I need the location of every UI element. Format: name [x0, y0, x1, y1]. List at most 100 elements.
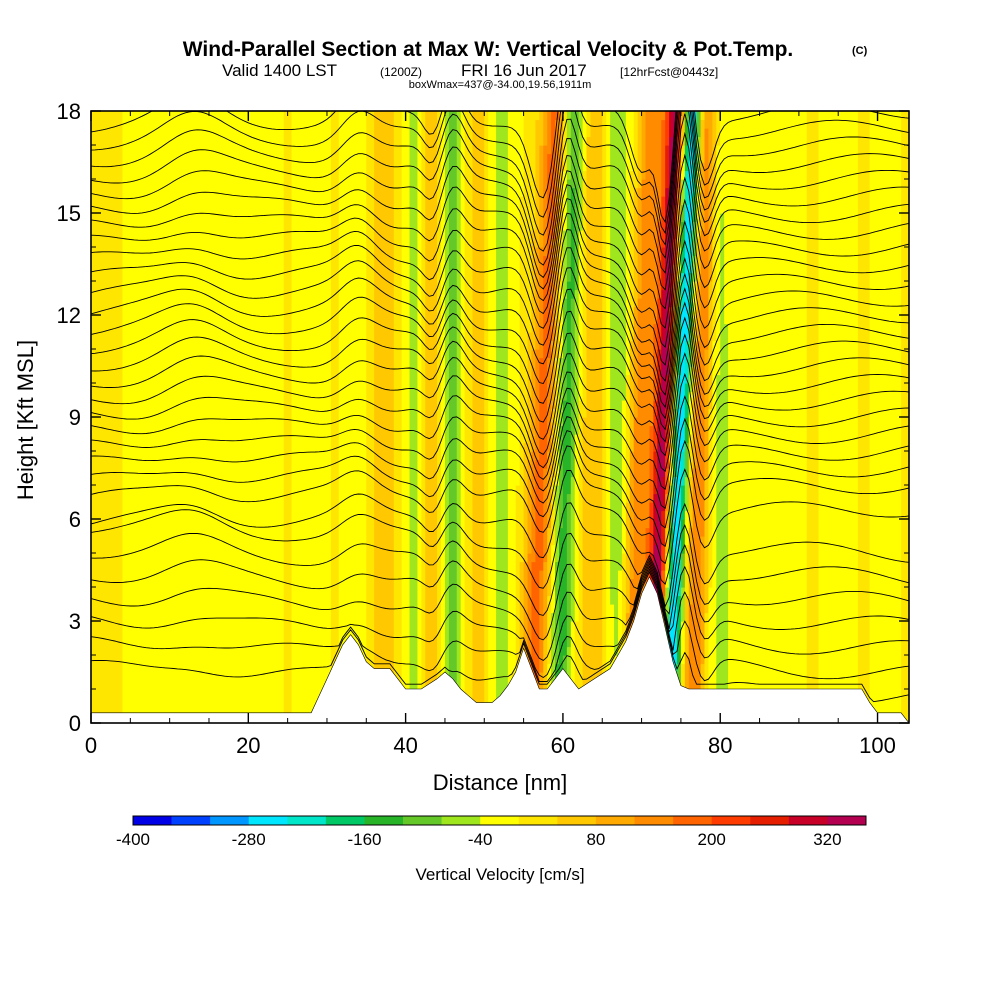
- velocity-cell: [633, 425, 651, 435]
- velocity-cell: [535, 493, 544, 503]
- velocity-cell: [409, 298, 419, 308]
- velocity-cell: [401, 561, 411, 571]
- velocity-cell: [653, 561, 662, 571]
- velocity-cell: [91, 145, 124, 155]
- velocity-cell: [409, 374, 419, 384]
- velocity-cell: [857, 204, 871, 214]
- velocity-cell: [724, 281, 808, 291]
- velocity-cell: [818, 281, 859, 291]
- velocity-cell: [578, 587, 584, 597]
- velocity-cell: [590, 119, 603, 129]
- velocity-cell: [523, 629, 529, 639]
- velocity-cell: [562, 255, 568, 265]
- velocity-cell: [857, 179, 871, 189]
- velocity-cell: [728, 502, 808, 512]
- velocity-cell: [441, 442, 446, 452]
- velocity-cell: [637, 136, 643, 146]
- velocity-cell: [684, 655, 690, 665]
- velocity-cell: [539, 111, 544, 121]
- velocity-cell: [366, 510, 375, 520]
- velocity-cell: [425, 196, 438, 206]
- velocity-cell: [696, 357, 706, 367]
- velocity-cell: [653, 408, 658, 418]
- velocity-cell: [562, 238, 568, 248]
- velocity-cell: [488, 672, 497, 682]
- velocity-cell: [684, 646, 690, 656]
- velocity-cell: [496, 281, 509, 291]
- velocity-cell: [421, 638, 426, 648]
- velocity-cell: [456, 306, 462, 316]
- velocity-cell: [610, 493, 623, 503]
- velocity-cell: [700, 145, 706, 155]
- velocity-cell: [574, 332, 580, 342]
- velocity-cell: [393, 663, 403, 673]
- velocity-cell: [91, 434, 124, 444]
- velocity-cell: [901, 629, 909, 639]
- velocity-cell: [374, 391, 395, 401]
- velocity-cell: [641, 187, 662, 197]
- velocity-cell: [586, 340, 603, 350]
- velocity-cell: [488, 204, 497, 214]
- velocity-cell: [688, 425, 694, 435]
- velocity-cell: [460, 264, 466, 274]
- velocity-cell: [574, 391, 580, 401]
- velocity-cell: [716, 111, 721, 121]
- velocity-cell: [519, 289, 533, 299]
- velocity-cell: [496, 561, 509, 571]
- velocity-cell: [629, 510, 635, 520]
- velocity-cell: [570, 408, 576, 418]
- velocity-cell: [700, 238, 710, 248]
- velocity-cell: [283, 561, 293, 571]
- velocity-cell: [551, 281, 556, 291]
- velocity-cell: [712, 493, 717, 503]
- velocity-cell: [688, 672, 702, 682]
- velocity-cell: [617, 578, 623, 588]
- velocity-cell: [582, 238, 588, 248]
- velocity-cell: [901, 374, 909, 384]
- velocity-cell: [586, 289, 603, 299]
- velocity-cell: [606, 349, 611, 359]
- velocity-cell: [712, 196, 717, 206]
- velocity-cell: [582, 451, 603, 461]
- velocity-cell: [523, 187, 536, 197]
- velocity-cell: [291, 638, 332, 648]
- velocity-cell: [692, 510, 706, 520]
- velocity-cell: [547, 578, 552, 588]
- velocity-cell: [551, 621, 556, 631]
- velocity-cell: [539, 264, 544, 274]
- velocity-cell: [366, 485, 375, 495]
- velocity-cell: [496, 595, 509, 605]
- velocity-cell: [582, 519, 603, 529]
- velocity-cell: [496, 187, 509, 197]
- velocity-cell: [555, 604, 560, 614]
- velocity-cell: [456, 578, 462, 588]
- velocity-cell: [558, 315, 564, 325]
- velocity-cell: [472, 629, 485, 639]
- velocity-cell: [330, 417, 340, 427]
- velocity-cell: [91, 425, 124, 435]
- velocity-cell: [531, 400, 536, 410]
- velocity-cell: [330, 485, 340, 495]
- velocity-cell: [665, 374, 670, 384]
- velocity-cell: [401, 221, 411, 231]
- velocity-cell: [665, 323, 670, 333]
- velocity-cell: [393, 221, 403, 231]
- velocity-cell: [425, 162, 438, 172]
- velocity-cell: [657, 281, 662, 291]
- velocity-cell: [488, 587, 497, 597]
- velocity-cell: [366, 298, 375, 308]
- velocity-cell: [91, 187, 124, 197]
- velocity-cell: [700, 196, 706, 206]
- velocity-cell: [716, 281, 721, 291]
- velocity-cell: [606, 179, 611, 189]
- velocity-cell: [688, 332, 694, 342]
- velocity-cell: [472, 170, 485, 180]
- velocity-cell: [688, 519, 694, 529]
- velocity-cell: [680, 502, 686, 512]
- velocity-cell: [460, 221, 466, 231]
- velocity-cell: [464, 646, 474, 656]
- velocity-cell: [441, 391, 446, 401]
- velocity-cell: [586, 332, 603, 342]
- velocity-cell: [806, 204, 820, 214]
- velocity-cell: [91, 672, 124, 682]
